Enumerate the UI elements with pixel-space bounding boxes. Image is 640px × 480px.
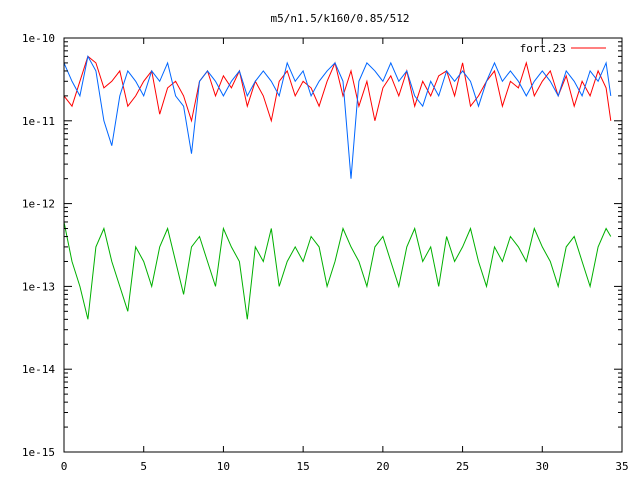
- x-axis: 0 5 10 15 20 25 30 35: [61, 38, 629, 473]
- x-tick-label: 15: [297, 460, 310, 473]
- y-axis: 1e-15 1e-14 1e-13 1e-12 1e-11 1e-10: [22, 32, 622, 459]
- y-tick-label: 1e-14: [22, 363, 55, 376]
- x-tick-label: 0: [61, 460, 68, 473]
- y-tick-label: 1e-15: [22, 446, 55, 459]
- x-tick-label: 5: [140, 460, 147, 473]
- x-tick-label: 35: [615, 460, 628, 473]
- x-tick-label: 30: [536, 460, 549, 473]
- plot-lines: [63, 54, 612, 320]
- series-line-2: [63, 54, 612, 179]
- y-tick-label: 1e-12: [22, 198, 55, 211]
- legend-label: fort.23: [520, 42, 566, 55]
- y-tick-label: 1e-11: [22, 115, 55, 128]
- plot-frame: [63, 37, 623, 453]
- series-line-3: [63, 221, 612, 320]
- x-tick-label: 20: [376, 460, 389, 473]
- series-line-1: [63, 55, 612, 123]
- x-tick-label: 25: [456, 460, 469, 473]
- y-tick-label: 1e-13: [22, 280, 55, 293]
- chart-title: m5/n1.5/k160/0.85/512: [270, 12, 409, 25]
- x-tick-label: 10: [217, 460, 230, 473]
- y-tick-label: 1e-10: [22, 32, 55, 45]
- legend: fort.23: [520, 42, 606, 55]
